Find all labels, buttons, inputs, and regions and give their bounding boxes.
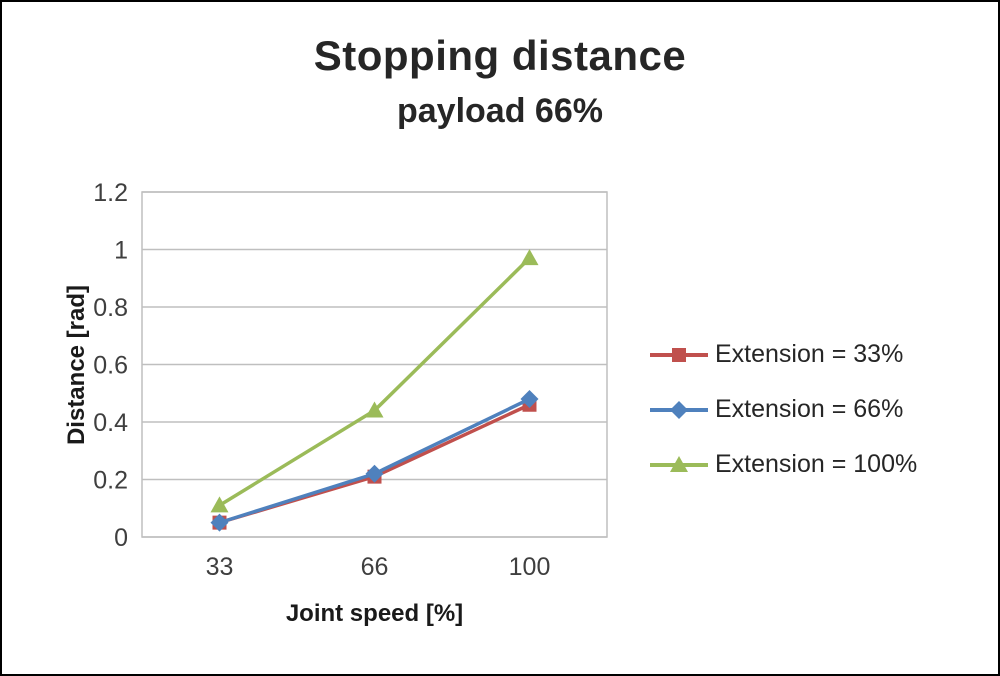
series-1-diamond-marker xyxy=(520,390,539,408)
legend-key-diamond-icon xyxy=(650,400,708,419)
series-2-triangle-marker xyxy=(365,401,384,418)
legend-label: Extension = 66% xyxy=(715,395,904,423)
legend-label: Extension = 33% xyxy=(715,340,904,368)
series-1-diamond-marker xyxy=(365,464,384,483)
series-2-triangle-marker xyxy=(520,249,539,266)
series-1-diamond-marker xyxy=(210,513,229,532)
y-tick-label: 0.6 xyxy=(93,352,128,380)
chart-title: Stopping distance xyxy=(313,32,687,79)
legend: Extension = 33% Extension = 66% Extension … xyxy=(650,340,917,479)
y-tick-label: 0 xyxy=(114,524,128,552)
y-tick-label: 1.2 xyxy=(93,179,128,207)
plot-area: 0 0.2 0.4 0.6 0.8 1 1.2 33 66 100 xyxy=(93,179,608,581)
y-axis-title: Distance [rad] xyxy=(63,284,90,446)
y-tick-label: 0.4 xyxy=(93,409,128,437)
series-1-line xyxy=(218,397,531,525)
legend-item-1: Extension = 66% xyxy=(650,395,917,424)
legend-marker xyxy=(672,347,686,362)
x-axis-title: Joint speed [%] xyxy=(285,600,464,627)
legend-marker xyxy=(670,400,688,419)
chart-subtitle: payload 66% xyxy=(397,92,603,130)
legend-key-triangle-icon xyxy=(650,455,708,472)
series-2-triangle-marker xyxy=(210,496,229,513)
x-tick-label: 100 xyxy=(509,553,551,581)
legend-label: Extension = 100% xyxy=(715,450,918,478)
y-tick-label: 1 xyxy=(114,237,128,265)
y-tick-label: 0.2 xyxy=(93,467,128,495)
plot-border xyxy=(141,191,608,538)
legend-key-square-icon xyxy=(650,347,708,362)
y-tick-label: 0.8 xyxy=(93,294,128,322)
legend-item-0: Extension = 33% xyxy=(650,340,917,369)
legend-item-2: Extension = 100% xyxy=(650,450,917,479)
x-tick-label: 66 xyxy=(361,553,389,581)
x-tick-label: 33 xyxy=(206,553,234,581)
legend-marker xyxy=(670,455,688,472)
